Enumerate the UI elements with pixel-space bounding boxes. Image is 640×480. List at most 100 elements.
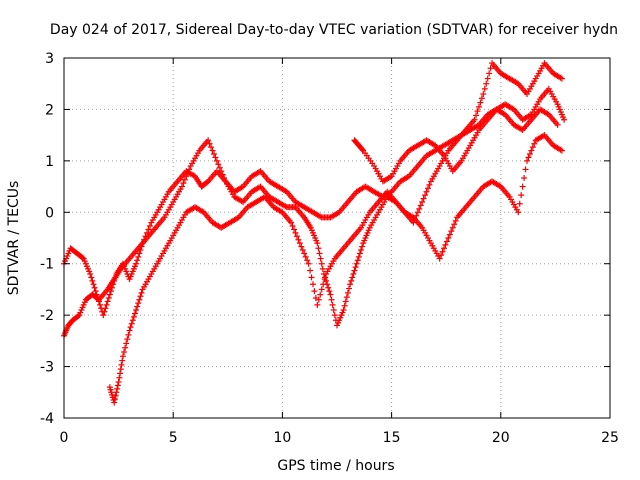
data-point [298, 243, 305, 250]
data-point [441, 245, 448, 252]
data-point [219, 171, 226, 178]
data-point [111, 396, 118, 403]
series-1 [61, 60, 565, 339]
data-point [515, 209, 522, 216]
x-axis-label: GPS time / hours [277, 458, 394, 474]
data-point [92, 288, 99, 295]
data-point [119, 357, 126, 364]
data-point [561, 116, 568, 123]
data-point [484, 75, 491, 82]
data-point [446, 231, 453, 238]
data-point [531, 140, 538, 147]
points-layer [61, 60, 568, 406]
data-point [445, 235, 452, 241]
data-point [90, 281, 97, 288]
data-point [119, 353, 126, 360]
data-point [206, 140, 213, 147]
data-point [118, 361, 125, 368]
data-point [299, 247, 306, 253]
data-point [293, 233, 300, 240]
x-tick-label: 10 [273, 430, 291, 446]
data-point [302, 253, 309, 260]
data-point [487, 65, 494, 72]
data-point [443, 238, 450, 245]
data-point [519, 183, 526, 190]
data-point [97, 301, 104, 308]
data-point [309, 281, 316, 288]
data-point [127, 324, 134, 331]
data-point [521, 175, 528, 181]
data-point [419, 199, 426, 205]
data-point [452, 217, 459, 224]
data-point [145, 226, 152, 233]
data-point [180, 180, 187, 187]
data-point [89, 277, 96, 284]
data-point [289, 223, 296, 229]
data-point [317, 255, 324, 262]
data-point [438, 252, 445, 259]
data-point [113, 389, 120, 396]
data-point [358, 247, 365, 253]
data-point [301, 250, 308, 257]
data-point [137, 293, 144, 300]
data-point [354, 257, 361, 264]
data-point [295, 236, 302, 243]
data-point [346, 285, 353, 292]
data-point [525, 154, 532, 161]
data-point [359, 146, 366, 153]
data-point [115, 379, 122, 385]
data-point [122, 344, 129, 351]
data-point [129, 317, 136, 324]
data-point [315, 296, 322, 303]
data-point [449, 224, 456, 231]
data-point [526, 151, 533, 157]
data-point [111, 399, 118, 406]
ticks-layer: 0 5 10 15 20 25 -4 -3 -2 -1 0 1 2 3 [40, 51, 619, 446]
data-point [138, 289, 145, 296]
data-point [311, 288, 318, 295]
data-point [475, 103, 482, 110]
data-point [126, 327, 133, 334]
data-point [474, 108, 481, 115]
data-point [106, 291, 113, 298]
data-point [216, 164, 223, 171]
data-point [558, 75, 565, 82]
data-point [417, 202, 424, 209]
y-tick-label: 0 [45, 205, 54, 221]
y-tick-label: 1 [45, 154, 54, 170]
series-3 [351, 106, 561, 185]
data-point [87, 271, 94, 277]
data-point [116, 374, 123, 381]
data-point [528, 147, 535, 154]
series-0 [61, 85, 568, 319]
data-point [351, 267, 358, 274]
data-point [117, 370, 124, 377]
data-point [292, 229, 299, 236]
data-point [344, 289, 351, 296]
data-point [146, 223, 153, 229]
data-point [136, 296, 143, 303]
data-point [315, 245, 322, 252]
data-point [342, 298, 349, 305]
data-point [134, 257, 141, 264]
data-point [221, 175, 228, 181]
data-point [208, 144, 215, 151]
data-point [305, 260, 312, 267]
data-point [102, 305, 109, 312]
data-point [414, 209, 421, 216]
data-point [178, 183, 185, 190]
data-point [326, 288, 333, 295]
y-tick-label: -2 [40, 308, 54, 324]
data-point [436, 255, 443, 262]
data-point [308, 274, 315, 281]
data-point [353, 260, 360, 267]
y-tick-label: -3 [40, 360, 54, 376]
data-point [304, 257, 311, 264]
data-point [355, 253, 362, 260]
y-axis-label: SDTVAR / TECUs [6, 181, 22, 296]
data-point [352, 264, 359, 271]
data-point [112, 392, 119, 399]
data-point [516, 200, 523, 207]
data-point [135, 300, 142, 307]
